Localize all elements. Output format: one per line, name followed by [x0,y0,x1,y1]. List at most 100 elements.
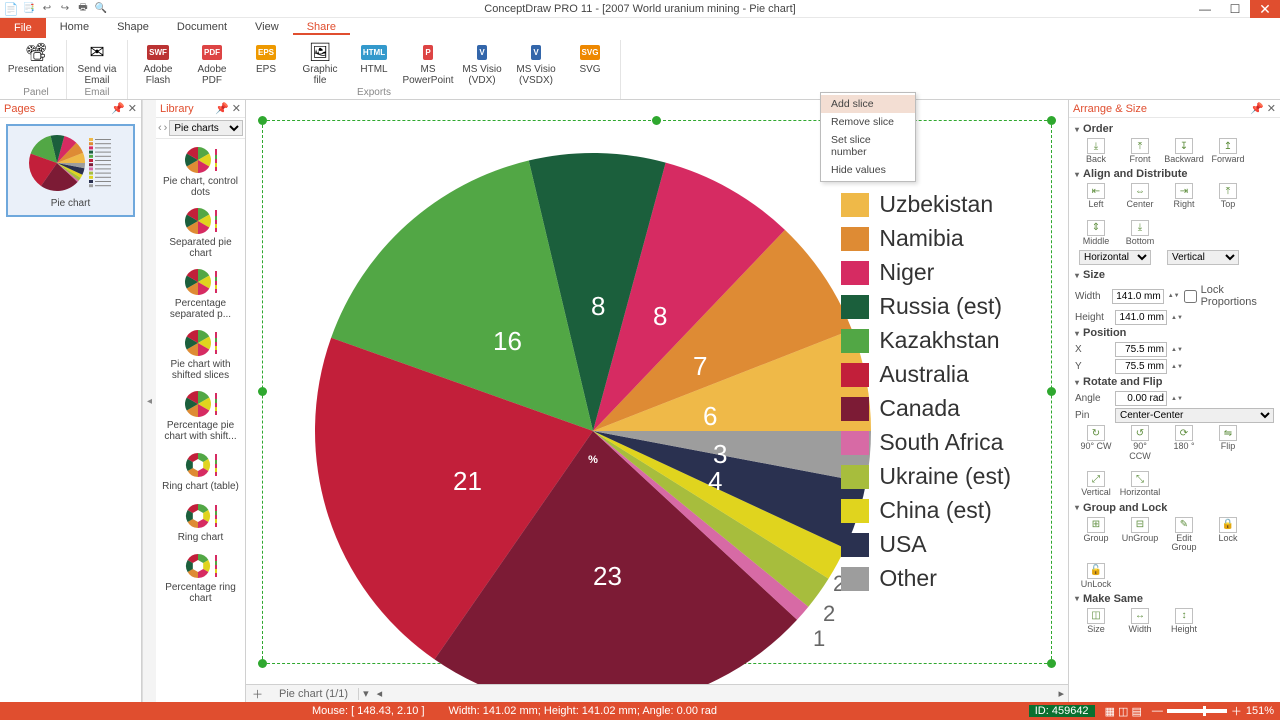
resize-handle[interactable] [652,116,661,125]
unlock-button[interactable]: 🔓UnLock [1079,563,1113,589]
ribbon-html[interactable]: HTMLHTML [350,40,398,86]
menu-document[interactable]: Document [163,21,241,35]
bottom-button[interactable]: ⤓Bottom [1123,220,1157,246]
scroll-left-icon[interactable]: ◂ [373,687,387,700]
pin-icon[interactable]: 📌 [111,102,125,115]
size-button[interactable]: ◫Size [1079,608,1113,634]
height-input[interactable] [1115,310,1167,325]
flip-button[interactable]: ⇋Flip [1211,425,1245,461]
qat-icon[interactable]: 📄 [4,2,18,16]
menu-share[interactable]: Share [293,21,350,35]
library-item[interactable]: Percentage pie chart with shift... [156,385,245,446]
scroll-right-icon[interactable]: ▸ [1054,687,1068,700]
section-align[interactable]: Align and Distribute [1075,168,1274,180]
pin-icon[interactable]: 📌 [1250,102,1264,115]
resize-handle[interactable] [1047,659,1056,668]
qat-icon[interactable]: 📑 [22,2,36,16]
angle-input[interactable] [1115,391,1167,406]
lock-button[interactable]: 🔒Lock [1211,517,1245,553]
ribbon-adobe[interactable]: PDFAdobePDF [188,40,236,86]
back-button[interactable]: ⤓Back [1079,138,1113,164]
90-ccw-button[interactable]: ↺90° CCW [1123,425,1157,461]
zoom-out-icon[interactable]: — [1152,705,1163,717]
ribbon-eps[interactable]: EPSEPS [242,40,290,86]
library-item[interactable]: Percentage ring chart [156,547,245,608]
pages-collapse-handle[interactable]: ◂ [142,100,156,702]
grid-tools-icon[interactable]: ▦ ◫ ▤ [1105,705,1142,718]
middle-button[interactable]: ⇕Middle [1079,220,1113,246]
ribbon-graphic[interactable]: 🖼Graphicfile [296,40,344,86]
library-item[interactable]: Ring chart (table) [156,446,245,497]
group-button[interactable]: ⊞Group [1079,517,1113,553]
context-hide-values[interactable]: Hide values [821,161,915,179]
resize-handle[interactable] [258,659,267,668]
ribbon-presentation[interactable]: 📽Presentation [12,40,60,76]
ribbon-ms[interactable]: PMSPowerPoint [404,40,452,86]
width-button[interactable]: ↔Width [1123,608,1157,634]
close-panel-icon[interactable]: ✕ [232,102,241,115]
center-button[interactable]: ⇔Center [1123,183,1157,209]
library-item[interactable]: Separated pie chart [156,202,245,263]
menu-home[interactable]: Home [46,21,103,35]
ribbon-svg[interactable]: SVGSVG [566,40,614,86]
x-input[interactable] [1115,342,1167,357]
vertical-distribute-select[interactable]: Vertical [1167,250,1239,265]
section-size[interactable]: Size [1075,269,1274,281]
menu-view[interactable]: View [241,21,293,35]
ungroup-button[interactable]: ⊟UnGroup [1123,517,1157,553]
section-make[interactable]: Make Same [1075,593,1274,605]
right-button[interactable]: ⇥Right [1167,183,1201,209]
horizontal-button[interactable]: ⤡Horizontal [1123,471,1157,497]
menu-file[interactable]: File [0,18,46,38]
ribbon-ms-visio[interactable]: VMS Visio(VSDX) [512,40,560,86]
page-thumbnail[interactable]: Pie chart [6,124,135,217]
qat-icon[interactable]: ↪ [58,2,72,16]
left-button[interactable]: ⇤Left [1079,183,1113,209]
zoom-slider[interactable] [1167,709,1227,713]
lock-proportions-checkbox[interactable] [1184,290,1197,303]
tab-pie-chart[interactable]: Pie chart (1/1) [269,688,359,700]
menu-shape[interactable]: Shape [103,21,163,35]
library-item[interactable]: Ring chart [156,497,245,548]
ribbon-adobe[interactable]: SWFAdobeFlash [134,40,182,86]
tab-dropdown-icon[interactable]: ▾ [359,687,373,700]
library-item[interactable]: Percentage separated p... [156,263,245,324]
section-group[interactable]: Group and Lock [1075,502,1274,514]
forward-button[interactable]: ↥Forward [1211,138,1245,164]
section-position[interactable]: Position [1075,327,1274,339]
pin-icon[interactable]: 📌 [215,102,229,115]
y-input[interactable] [1115,359,1167,374]
qat-icon[interactable]: 🔍 [94,2,108,16]
library-item[interactable]: Pie chart, control dots [156,141,245,202]
vertical-button[interactable]: ⤢Vertical [1079,471,1113,497]
context-remove-slice[interactable]: Remove slice [821,113,915,131]
ribbon-ms-visio[interactable]: VMS Visio(VDX) [458,40,506,86]
section-rotate[interactable]: Rotate and Flip [1075,376,1274,388]
backward-button[interactable]: ↧Backward [1167,138,1201,164]
top-button[interactable]: ⤒Top [1211,183,1245,209]
close-panel-icon[interactable]: ✕ [128,102,137,115]
resize-handle[interactable] [1047,116,1056,125]
ribbon-send-via[interactable]: ✉Send viaEmail [73,40,121,86]
canvas[interactable]: % 678816212312243 UzbekistanNamibiaNiger… [246,100,1068,684]
pin-select[interactable]: Center-Center [1115,408,1274,423]
horizontal-distribute-select[interactable]: Horizontal [1079,250,1151,265]
minimize-icon[interactable]: — [1190,0,1220,18]
qat-icon[interactable]: 🖶 [76,2,90,16]
height-button[interactable]: ↕Height [1167,608,1201,634]
resize-handle[interactable] [258,387,267,396]
edit-group-button[interactable]: ✎Edit Group [1167,517,1201,553]
close-panel-icon[interactable]: ✕ [1267,102,1276,115]
tab-add-icon[interactable]: ＋ [246,686,269,702]
nav-back-icon[interactable]: ‹ [158,122,162,134]
library-item[interactable]: Pie chart with shifted slices [156,324,245,385]
pie-chart[interactable]: % [293,141,873,684]
close-icon[interactable]: ✕ [1250,0,1280,18]
width-input[interactable] [1112,289,1164,304]
90-cw-button[interactable]: ↻90° CW [1079,425,1113,461]
nav-fwd-icon[interactable]: › [164,122,168,134]
maximize-icon[interactable]: ☐ [1220,0,1250,18]
resize-handle[interactable] [258,116,267,125]
context-set-slice-number[interactable]: Set slice number [821,131,915,161]
front-button[interactable]: ⤒Front [1123,138,1157,164]
